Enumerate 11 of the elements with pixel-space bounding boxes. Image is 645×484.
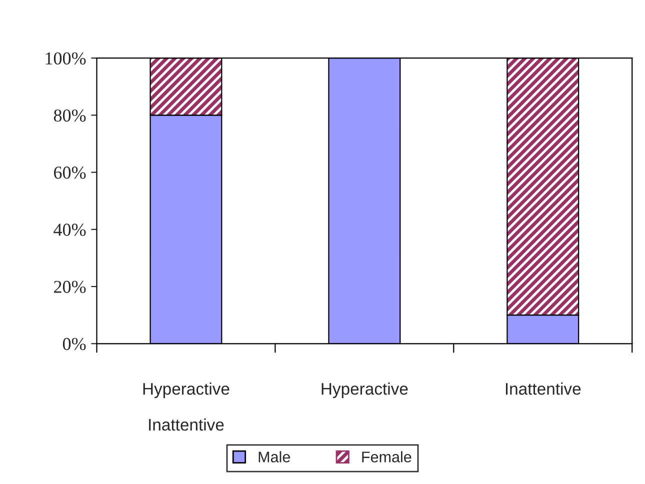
x-tick-label: Hyperactive [322, 382, 408, 398]
y-tick-label: 20% [54, 280, 86, 294]
x-tick-label: Inattentive [506, 382, 581, 395]
y-tick-label: 60% [54, 166, 86, 179]
legend-label: Female [362, 451, 412, 462]
legend-label: Male [258, 451, 290, 462]
y-tick-label: 80% [54, 109, 86, 122]
y-tick-label: 40% [54, 224, 86, 236]
y-tick-label: 0% [62, 338, 86, 350]
category-label: Hyperactive Inattentive [143, 382, 230, 431]
y-tick-label: 100% [46, 52, 86, 65]
